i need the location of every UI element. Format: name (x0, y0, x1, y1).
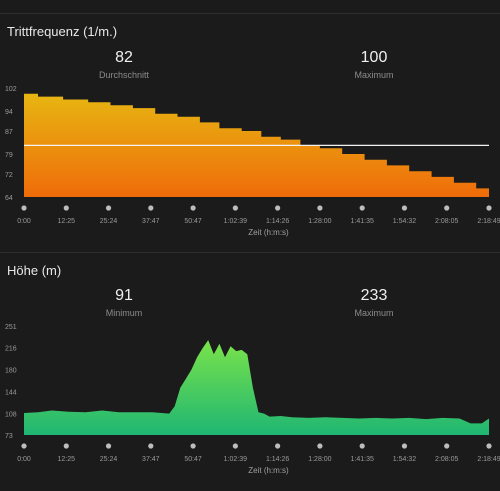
elevation-x-tick-label: 0:00 (17, 456, 31, 463)
cadence-x-tick-label: 12:25 (58, 218, 76, 225)
cadence-x-tick-dot (317, 205, 323, 211)
cadence-x-tick-label: 1:14:26 (266, 218, 289, 225)
elevation-maximum-label: Maximum (354, 308, 394, 318)
section-divider (0, 252, 500, 253)
cadence-maximum-value: 100 (360, 49, 388, 66)
elevation-x-tick-label: 1:41:35 (351, 456, 374, 463)
cadence-x-tick-label: 0:00 (17, 218, 31, 225)
cadence-x-tick-label: 1:41:35 (351, 218, 374, 225)
cadence-x-tick-label: 25:24 (100, 218, 118, 225)
cadence-average-stat: 82 Durchschnitt (54, 49, 194, 80)
elevation-x-tick-dot (401, 443, 408, 449)
elevation-minimum-label: Minimum (105, 308, 143, 318)
elevation-y-tick-label: 216 (5, 345, 17, 352)
cadence-x-tick-label: 37:47 (142, 218, 160, 225)
cadence-y-tick-label: 64 (5, 195, 13, 202)
cadence-x-tick-dot (486, 205, 492, 211)
elevation-x-tick-label: 12:25 (58, 456, 76, 463)
cadence-x-tick-label: 1:02:39 (224, 218, 247, 225)
cadence-y-tick-label: 79 (5, 152, 13, 159)
elevation-x-tick-label: 2:08:05 (435, 456, 458, 463)
elevation-maximum-stat: 233 Maximum (304, 287, 444, 318)
cadence-x-tick-label: 2:08:05 (435, 218, 458, 225)
cadence-x-tick-dot (21, 205, 27, 211)
cadence-x-tick-dot (105, 205, 112, 211)
elevation-x-tick-dot (21, 443, 27, 449)
elevation-x-tick-dot (275, 443, 281, 449)
cadence-average-value: 82 (115, 49, 133, 66)
elevation-x-tick-label: 50:47 (184, 456, 202, 463)
cadence-y-tick-label: 87 (5, 129, 13, 136)
elevation-y-tick-label: 73 (5, 433, 13, 440)
cadence-x-tick-dot (401, 205, 408, 211)
elevation-x-tick-label: 1:54:32 (393, 456, 416, 463)
elevation-x-tick-label: 1:02:39 (224, 456, 247, 463)
cadence-x-tick-dot (190, 205, 196, 211)
elevation-x-tick-dot (317, 443, 323, 449)
cadence-x-axis-label: Zeit (h:m:s) (248, 228, 289, 237)
cadence-x-tick-dot (444, 205, 450, 211)
elevation-x-tick-label: 1:14:26 (266, 456, 289, 463)
elevation-y-tick-label: 180 (5, 367, 17, 374)
elevation-y-tick-label: 108 (5, 412, 17, 419)
cadence-y-tick-label: 102 (5, 86, 17, 93)
elevation-x-tick-dot (444, 443, 450, 449)
elevation-x-axis-label: Zeit (h:m:s) (248, 466, 289, 475)
elevation-x-tick-label: 25:24 (100, 456, 118, 463)
cadence-chart: 102 94 87 79 72 64 0:00 12:25 25:24 37:47 50:47 1:0… (5, 86, 500, 237)
cadence-x-tick-dot (63, 205, 69, 211)
cadence-x-tick-label: 1:28:00 (308, 218, 331, 225)
cadence-x-tick-dot (232, 205, 238, 211)
elevation-x-tick-label: 2:18:49 (477, 456, 500, 463)
cadence-average-label: Durchschnitt (98, 70, 150, 80)
top-divider (0, 13, 500, 14)
elevation-x-tick-dot (190, 443, 196, 449)
cadence-x-tick-label: 50:47 (184, 218, 202, 225)
elevation-chart: 251 216 180 144 108 73 0:00 12:25 25:24 37:47 50:4… (5, 324, 500, 475)
elevation-minimum-stat: 91 Minimum (54, 287, 194, 318)
cadence-y-tick-label: 94 (5, 109, 13, 116)
elevation-minimum-value: 91 (115, 287, 133, 304)
cadence-x-tick-dot (148, 205, 154, 211)
elevation-y-tick-label: 251 (5, 324, 17, 331)
elevation-x-tick-dot (232, 443, 238, 449)
elevation-x-tick-dot (105, 443, 112, 449)
elevation-x-tick-label: 1:28:00 (308, 456, 331, 463)
cadence-maximum-stat: 100 Maximum (304, 49, 444, 80)
elevation-x-tick-dot (148, 443, 154, 449)
cadence-x-tick-label: 2:18:49 (477, 218, 500, 225)
cadence-title: Trittfrequenz (1/m.) (7, 24, 118, 39)
elevation-title: Höhe (m) (7, 263, 62, 278)
cadence-x-tick-dot (359, 205, 365, 211)
elevation-y-tick-label: 144 (5, 390, 17, 397)
cadence-maximum-label: Maximum (354, 70, 394, 80)
elevation-x-tick-dot (359, 443, 365, 449)
cadence-x-tick-label: 1:54:32 (393, 218, 416, 225)
cadence-x-tick-dot (275, 205, 281, 211)
elevation-x-tick-label: 37:47 (142, 456, 160, 463)
elevation-x-tick-dot (63, 443, 69, 449)
elevation-maximum-value: 233 (360, 287, 388, 304)
elevation-area (24, 340, 489, 435)
cadence-y-tick-label: 72 (5, 172, 13, 179)
elevation-x-tick-dot (486, 443, 492, 449)
